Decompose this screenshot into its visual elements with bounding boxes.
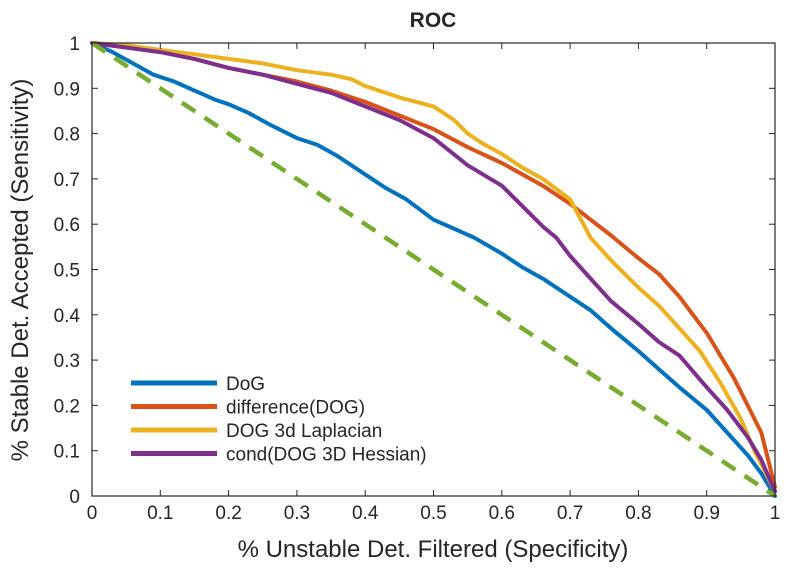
y-tick-label: 1 — [69, 34, 80, 55]
x-tick-label: 0.2 — [215, 503, 241, 524]
series-layer — [90, 41, 777, 498]
x-tick-label: 0.6 — [489, 503, 515, 524]
y-tick-label: 0.7 — [54, 170, 80, 191]
axes-box — [91, 42, 776, 497]
series-line-chance — [90, 41, 777, 498]
y-tick-label: 0 — [69, 487, 80, 508]
y-tick-label: 0.8 — [54, 125, 80, 146]
legend-label-dog: DoG — [226, 374, 265, 395]
legend-label-dog-3d-laplacian: DOG 3d Laplacian — [226, 421, 382, 442]
series-line-dog — [90, 41, 777, 498]
y-axis-label: % Stable Det. Accepted (Sensitivity) — [7, 79, 34, 462]
y-tick-label: 0.6 — [54, 215, 80, 236]
x-tick-label: 0.4 — [352, 503, 379, 524]
y-tick-label: 0.3 — [54, 351, 80, 372]
y-tick-label: 0.1 — [54, 442, 80, 463]
y-tick-label: 0.4 — [54, 306, 81, 327]
x-tick-label: 0.1 — [147, 503, 173, 524]
x-tick-label: 0.3 — [284, 503, 310, 524]
y-tick-label: 0.2 — [54, 396, 80, 417]
ticks-layer: 0 0.1 0.2 0.3 0.4 0.5 0.6 0.7 0.8 0.9 1 0 0.1 0.2 0.3 0… — [54, 34, 781, 524]
legend: DoG difference(DOG)DOG 3d Laplacian cond(D… — [131, 374, 427, 466]
x-tick-label: 0.7 — [557, 503, 583, 524]
legend-label-cond-dog-3d-hessian: cond(DOG 3D Hessian) — [226, 445, 427, 466]
x-tick-label: 0.9 — [693, 503, 719, 524]
series-line-cond-dog-3d-hessian — [90, 41, 777, 494]
x-tick-label: 0 — [87, 503, 98, 524]
y-tick-label: 0.5 — [54, 261, 80, 282]
x-tick-label: 0.5 — [420, 503, 446, 524]
legend-label-difference-dog: difference(DOG) — [226, 398, 365, 419]
y-tick-label: 0.9 — [54, 79, 80, 100]
x-tick-label: 0.8 — [625, 503, 651, 524]
x-axis-label: % Unstable Det. Filtered (Specificity) — [238, 536, 629, 563]
x-tick-label: 1 — [770, 503, 781, 524]
series-line-dog-3d-laplacian — [90, 41, 777, 494]
chart-title: ROC — [410, 9, 457, 32]
